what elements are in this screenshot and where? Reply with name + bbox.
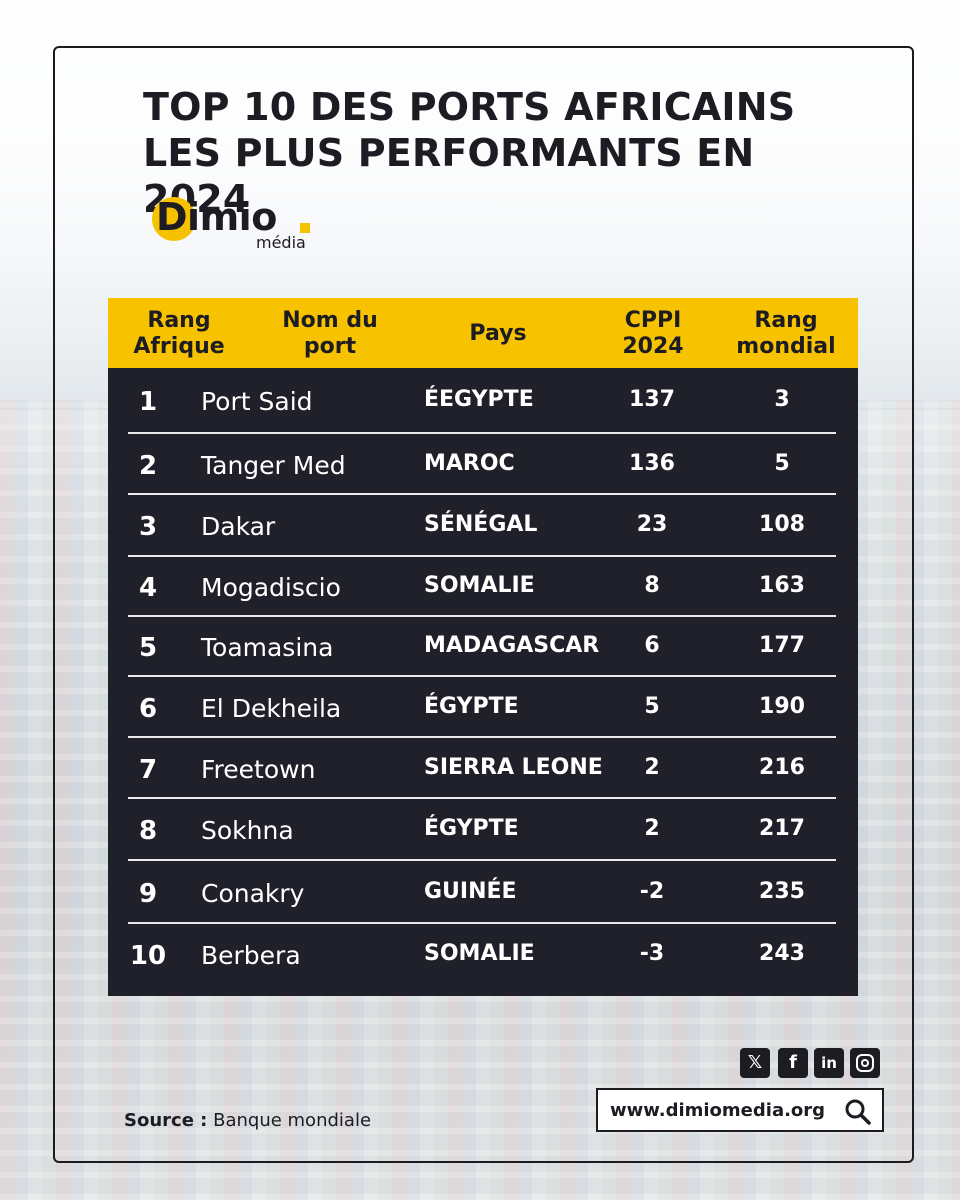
cell-country: MADAGASCAR	[424, 633, 600, 658]
table-row: 4 Mogadiscio SOMALIE 8 163	[108, 557, 858, 617]
header-rank-africa: Rang Afrique	[133, 308, 225, 359]
ports-table: Rang Afrique Nom du port Pays CPPI 2024 …	[108, 298, 858, 996]
cell-world-rank: 235	[759, 879, 805, 904]
logo-dot	[300, 223, 310, 233]
cell-port-name: Port Said	[201, 387, 313, 416]
cell-cppi: 5	[644, 694, 660, 719]
table-row: 3 Dakar SÉNÉGAL 23 108	[108, 495, 858, 557]
card-frame	[53, 46, 914, 1163]
website-url: www.dimiomedia.org	[610, 1100, 826, 1121]
table-header: Rang Afrique Nom du port Pays CPPI 2024 …	[108, 298, 858, 368]
cell-rank: 10	[129, 941, 167, 971]
social-icons: 𝕏 f in	[740, 1048, 880, 1082]
cell-cppi: -3	[639, 941, 665, 966]
logo-word: Dimio	[156, 195, 277, 239]
dimio-logo: Dimio média	[150, 195, 330, 265]
header-country: Pays	[469, 321, 527, 346]
row-divider	[128, 555, 836, 557]
table-row: 5 Toamasina MADAGASCAR 6 177	[108, 617, 858, 677]
cell-rank: 9	[138, 879, 158, 909]
row-divider	[128, 859, 836, 861]
instagram-ring	[856, 1054, 874, 1072]
logo-circle	[152, 197, 196, 241]
instagram-lens	[861, 1059, 869, 1067]
cell-country: SOMALIE	[424, 573, 535, 598]
cell-world-rank: 216	[759, 755, 805, 780]
source-value: Banque mondiale	[213, 1110, 372, 1131]
x-icon[interactable]: 𝕏	[740, 1048, 770, 1078]
cell-world-rank: 108	[759, 512, 805, 537]
row-divider	[128, 922, 836, 924]
table-row: 2 Tanger Med MAROC 136 5	[108, 434, 858, 495]
cell-cppi: 136	[629, 451, 675, 476]
cell-cppi: 6	[644, 633, 660, 658]
source-label: Source :	[124, 1110, 208, 1131]
instagram-icon[interactable]	[850, 1048, 880, 1078]
cell-port-name: El Dekheila	[201, 694, 342, 723]
cell-rank: 7	[138, 755, 158, 785]
header-port-name: Nom du port	[282, 308, 378, 359]
table-row: 10 Berbera SOMALIE -3 243	[108, 924, 858, 986]
table-row: 8 Sokhna ÉGYPTE 2 217	[108, 799, 858, 861]
cell-cppi: 8	[644, 573, 660, 598]
header-cppi-2024: CPPI 2024	[622, 308, 684, 359]
cell-country: MAROC	[424, 451, 515, 476]
page-title: TOP 10 DES PORTS AFRICAINS LES PLUS PERF…	[143, 85, 796, 221]
table-row: 1 Port Said ÉEGYPTE 137 3	[108, 368, 858, 434]
cell-cppi: 137	[629, 387, 675, 412]
row-divider	[128, 675, 836, 677]
cell-cppi: 2	[644, 755, 660, 780]
cell-world-rank: 190	[759, 694, 805, 719]
table-row: 9 Conakry GUINÉE -2 235	[108, 861, 858, 924]
cell-world-rank: 217	[759, 816, 805, 841]
cell-rank: 1	[138, 387, 158, 417]
cell-rank: 6	[138, 694, 158, 724]
table-row: 6 El Dekheila ÉGYPTE 5 190	[108, 677, 858, 738]
cell-rank: 5	[138, 633, 158, 663]
cell-country: SÉNÉGAL	[424, 512, 538, 537]
cell-country: SIERRA LEONE	[424, 755, 603, 780]
cell-port-name: Dakar	[201, 512, 276, 541]
row-divider	[128, 736, 836, 738]
cell-world-rank: 3	[774, 387, 790, 412]
cell-cppi: -2	[639, 879, 665, 904]
source-note: Source : Banque mondiale	[124, 1110, 371, 1131]
cell-rank: 8	[138, 816, 158, 846]
cell-port-name: Freetown	[201, 755, 316, 784]
header-world-rank: Rang mondial	[736, 308, 836, 359]
cell-world-rank: 163	[759, 573, 805, 598]
cell-cppi: 23	[636, 512, 668, 537]
cell-port-name: Tanger Med	[201, 451, 346, 480]
cell-port-name: Conakry	[201, 879, 305, 908]
cell-world-rank: 177	[759, 633, 805, 658]
cell-port-name: Mogadiscio	[201, 573, 341, 602]
cell-rank: 3	[138, 512, 158, 542]
row-divider	[128, 797, 836, 799]
cell-cppi: 2	[644, 816, 660, 841]
row-divider	[128, 615, 836, 617]
cell-rank: 4	[138, 573, 158, 603]
search-icon	[845, 1099, 871, 1125]
cell-port-name: Toamasina	[201, 633, 334, 662]
row-divider	[128, 493, 836, 495]
facebook-icon[interactable]: f	[778, 1048, 808, 1078]
cell-world-rank: 243	[759, 941, 805, 966]
cell-country: SOMALIE	[424, 941, 535, 966]
cell-country: GUINÉE	[424, 879, 517, 904]
linkedin-icon[interactable]: in	[814, 1048, 844, 1078]
cell-country: ÉGYPTE	[424, 816, 519, 841]
logo-subtitle: média	[256, 233, 306, 252]
table-row: 7 Freetown SIERRA LEONE 2 216	[108, 738, 858, 799]
cell-rank: 2	[138, 451, 158, 481]
cell-country: ÉEGYPTE	[424, 387, 534, 412]
cell-world-rank: 5	[774, 451, 790, 476]
cell-port-name: Berbera	[201, 941, 301, 970]
website-link[interactable]: www.dimiomedia.org	[596, 1088, 884, 1132]
row-divider	[128, 432, 836, 434]
cell-port-name: Sokhna	[201, 816, 294, 845]
cell-country: ÉGYPTE	[424, 694, 519, 719]
